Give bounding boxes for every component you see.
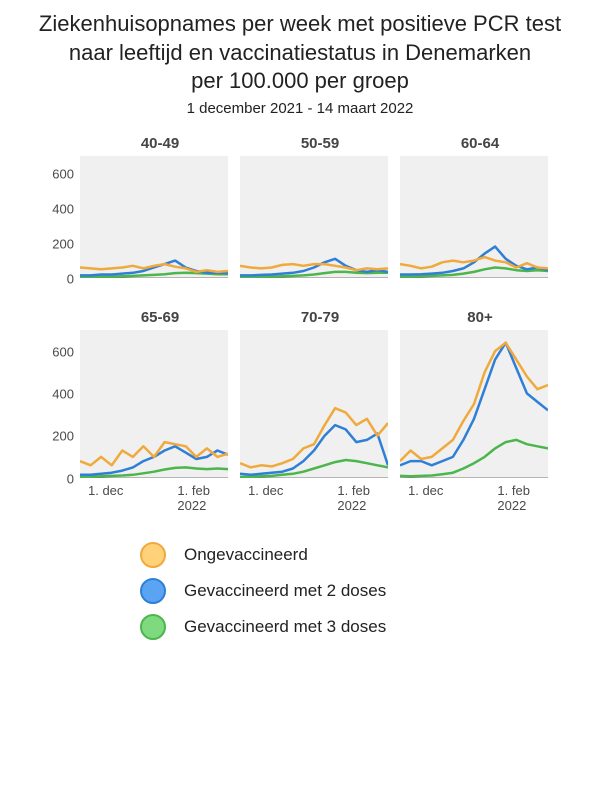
legend-label: Gevaccineerd met 3 doses	[184, 617, 386, 637]
x-axis-labels: 1. dec 1. feb2022	[80, 483, 240, 514]
y-tick-label: 400	[52, 387, 74, 402]
y-tick-label: 600	[52, 344, 74, 359]
y-tick-label: 200	[52, 236, 74, 251]
y-axis-labels: 0200400600	[40, 135, 80, 279]
chart-title: Ziekenhuisopnames per week met positieve…	[20, 10, 580, 96]
chart-subtitle: 1 december 2021 - 14 maart 2022	[20, 100, 580, 117]
title-line-2: naar leeftijd en vaccinatiestatus in Den…	[69, 40, 531, 65]
y-axis-labels: 0200400600	[40, 309, 80, 479]
legend-item-dose2: Gevaccineerd met 2 doses	[140, 578, 580, 604]
legend: Ongevaccineerd Gevaccineerd met 2 doses Ge…	[20, 542, 580, 640]
panel-title: 60-64	[400, 135, 560, 152]
legend-item-dose3: Gevaccineerd met 3 doses	[140, 614, 580, 640]
panel-60-64: 60-64	[400, 135, 560, 283]
y-tick-label: 600	[52, 167, 74, 182]
y-tick-label: 0	[67, 271, 74, 286]
title-line-1: Ziekenhuisopnames per week met positieve…	[39, 11, 561, 36]
legend-label: Gevaccineerd met 2 doses	[184, 581, 386, 601]
y-tick-label: 0	[67, 471, 74, 486]
x-axis-labels: 1. dec 1. feb2022	[240, 483, 400, 514]
x-tick-label: 1. dec	[248, 483, 283, 514]
panel-65-69: 65-69	[80, 309, 240, 483]
panel-plot	[240, 156, 388, 278]
panel-plot	[80, 330, 228, 478]
panel-plot	[240, 330, 388, 478]
x-tick-label: 1. feb2022	[177, 483, 210, 514]
x-tick-label: 1. dec	[88, 483, 123, 514]
panel-plot	[400, 156, 548, 278]
panel-80+: 80+	[400, 309, 560, 483]
title-line-3: per 100.000 per groep	[191, 68, 409, 93]
y-tick-label: 200	[52, 429, 74, 444]
panel-40-49: 40-49	[80, 135, 240, 283]
panel-plot	[400, 330, 548, 478]
panel-50-59: 50-59	[240, 135, 400, 283]
y-tick-label: 400	[52, 202, 74, 217]
row-gap	[40, 283, 560, 309]
panel-title: 40-49	[80, 135, 240, 152]
panel-title: 80+	[400, 309, 560, 326]
panel-title: 50-59	[240, 135, 400, 152]
panels-grid: 0 200 400 600 40-4950-5960-64 0 200 400 600 65-69…	[20, 135, 580, 514]
legend-dot-icon	[140, 578, 166, 604]
panel-title: 70-79	[240, 309, 400, 326]
x-axis-spacer	[40, 483, 80, 514]
x-tick-label: 1. feb2022	[337, 483, 370, 514]
x-axis-labels: 1. dec 1. feb2022	[400, 483, 560, 514]
legend-dot-icon	[140, 614, 166, 640]
panel-plot	[80, 156, 228, 278]
x-tick-label: 1. dec	[408, 483, 443, 514]
panel-title: 65-69	[80, 309, 240, 326]
legend-item-unvacc: Ongevaccineerd	[140, 542, 580, 568]
x-tick-label: 1. feb2022	[497, 483, 530, 514]
panel-70-79: 70-79	[240, 309, 400, 483]
legend-label: Ongevaccineerd	[184, 545, 308, 565]
chart-container: Ziekenhuisopnames per week met positieve…	[0, 0, 600, 660]
legend-dot-icon	[140, 542, 166, 568]
